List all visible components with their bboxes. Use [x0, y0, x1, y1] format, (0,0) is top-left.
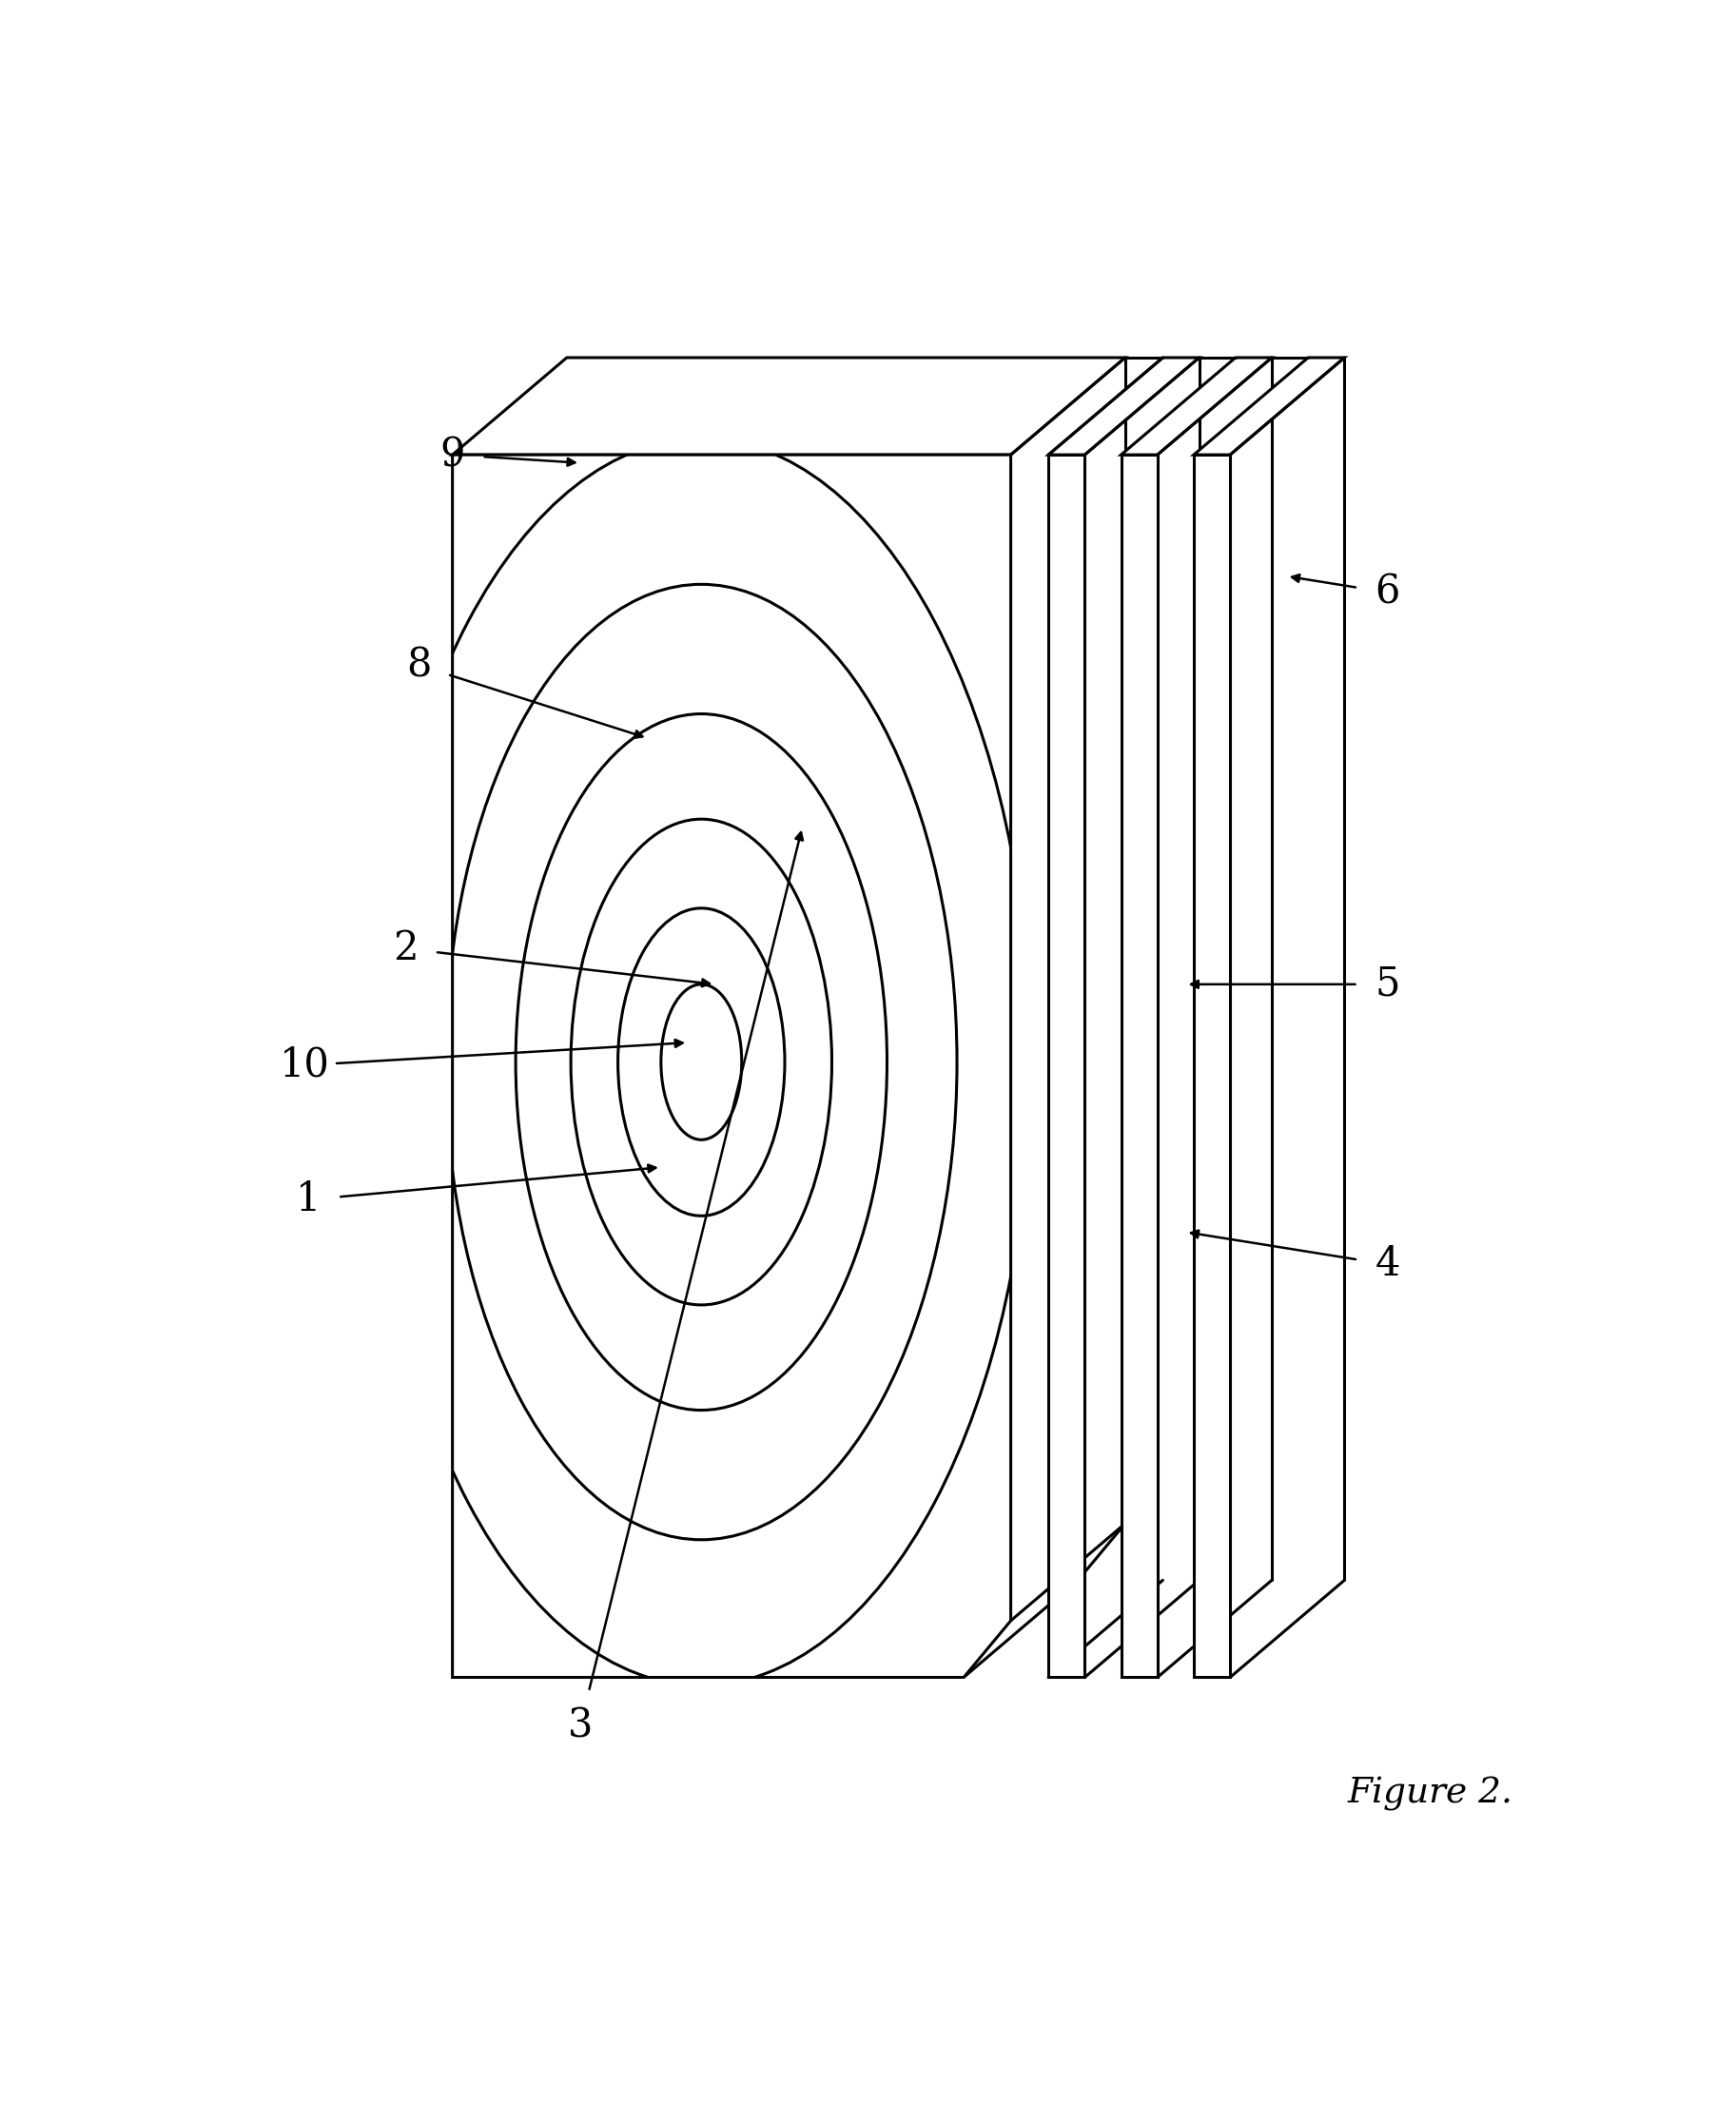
Polygon shape — [1049, 454, 1085, 1678]
Text: 2: 2 — [392, 930, 418, 969]
Text: 5: 5 — [1375, 965, 1401, 1005]
Text: 10: 10 — [279, 1045, 330, 1085]
Text: 6: 6 — [1375, 572, 1399, 612]
Polygon shape — [1049, 358, 1200, 454]
Polygon shape — [1121, 358, 1272, 454]
Polygon shape — [453, 358, 1125, 454]
Text: Figure 2.: Figure 2. — [1347, 1777, 1512, 1811]
Text: 9: 9 — [439, 435, 465, 475]
Polygon shape — [1121, 454, 1158, 1678]
Text: 8: 8 — [406, 646, 431, 686]
Text: 4: 4 — [1375, 1245, 1401, 1285]
Text: 1: 1 — [295, 1180, 321, 1220]
Polygon shape — [453, 454, 1010, 1678]
Polygon shape — [1194, 358, 1344, 454]
Polygon shape — [1194, 454, 1231, 1678]
Text: 3: 3 — [568, 1706, 594, 1745]
